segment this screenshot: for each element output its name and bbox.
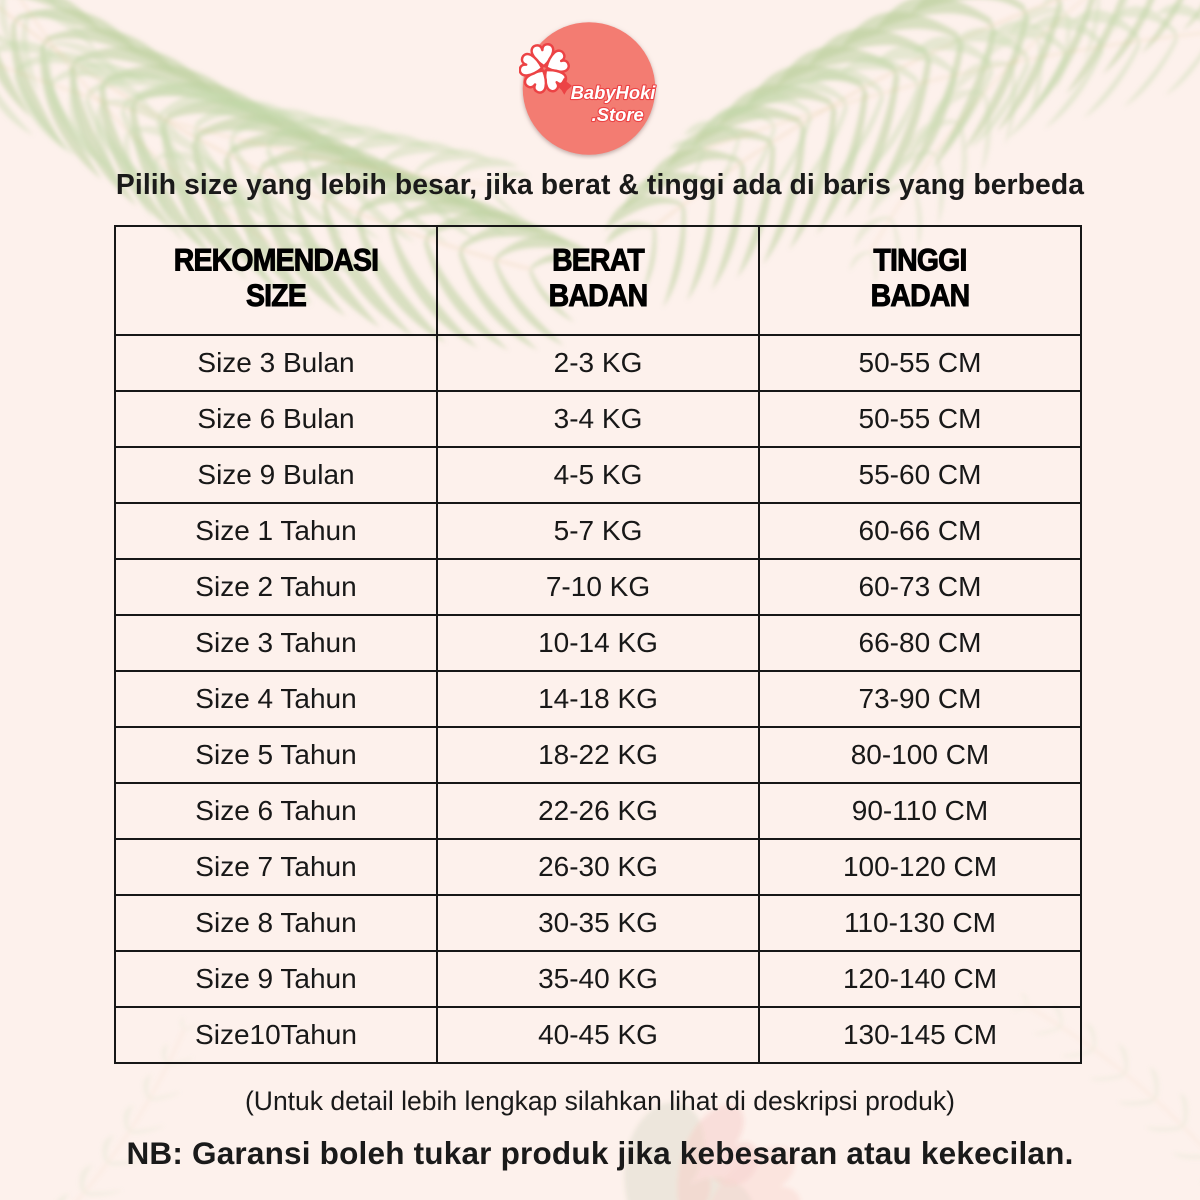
svg-text:BabyHoki: BabyHoki <box>571 82 657 103</box>
svg-text:.Store: .Store <box>592 104 644 125</box>
